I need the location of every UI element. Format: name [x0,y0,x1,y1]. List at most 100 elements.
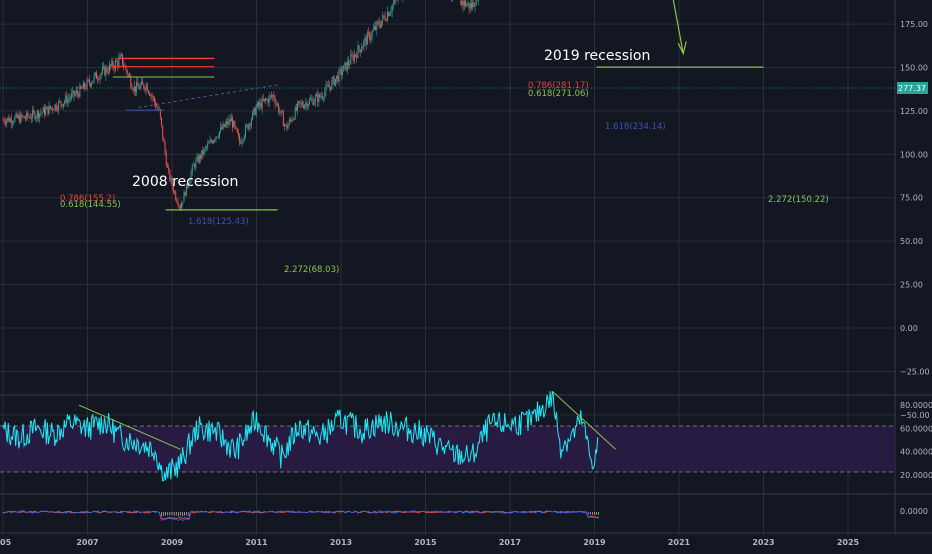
candle-body [66,95,68,104]
candle-body [461,1,463,6]
candle-body [13,121,15,123]
candle-body [20,114,22,123]
candle-body [7,117,9,121]
candle-body [40,112,42,114]
candle-body [73,90,75,96]
candle-body [14,116,16,122]
last-price-label: 277.37 [898,84,926,93]
projection-arrow [672,0,684,54]
candle-body [103,66,105,68]
candle-body [208,142,210,144]
candle-body [327,85,329,88]
candle-body [336,75,338,80]
candle-body [67,98,69,104]
candle-body [200,154,202,159]
candle-body [142,81,144,84]
candle-body [224,124,226,127]
candle-body [332,76,334,81]
candle-body [166,165,168,168]
candle-body [227,121,229,125]
candle-body [388,12,390,16]
candle-body [218,131,220,137]
candle-body [118,57,120,66]
candle-body [378,22,380,26]
candle-body [164,142,166,153]
candle-body [366,32,368,45]
candle-body [132,89,134,91]
candle-body [287,124,289,129]
candle-body [333,76,335,86]
candle-body [243,136,245,140]
candle-body [228,119,230,125]
candle-body [469,3,471,9]
candle-body [169,170,171,181]
rsi-line [2,391,599,482]
candle-body [365,37,367,45]
candle-body [310,99,312,101]
x-tick-label: 2015 [414,538,437,547]
candle-body [230,117,232,122]
candle-body [188,183,190,187]
candle-body [240,142,242,144]
rsi-trendline-2019 [551,390,616,450]
candle-body [45,109,47,115]
candle-body [112,61,114,68]
candle-body [139,85,141,90]
candle-body [116,60,118,62]
candle-body [301,102,303,106]
annotation-2008-recession: 2008 recession [132,174,238,190]
candle-body [266,99,268,101]
projection-arrow-head [677,41,687,56]
candle-body [189,180,191,184]
candle-body [155,102,157,108]
candle-body [214,139,216,141]
candle-body [108,64,110,73]
candle-body [97,78,99,80]
candle-body [305,102,307,105]
candle-body [258,102,260,106]
candle-body [137,82,139,87]
x-tick-label: 2025 [837,538,860,547]
price-candles [2,0,479,212]
fib-2008-1618-label: 1.618(125.43) [188,217,249,227]
candle-body [184,192,186,196]
candle-body [466,4,468,7]
candle-body [241,140,243,144]
candle-body [343,65,345,72]
candle-body [130,76,132,87]
candle-body [252,111,254,120]
candle-body [362,46,364,49]
candle-body [58,101,60,110]
candle-body [168,167,170,171]
candle-body [74,93,76,96]
x-tick-label: 2019 [583,538,606,547]
candle-body [312,98,314,105]
last-price-badge: 277.37 [897,82,928,94]
candle-body [43,107,45,115]
candle-body [308,99,310,105]
candle-body [391,5,393,12]
candle-body [202,150,204,155]
candle-body [460,0,462,6]
candle-body [363,40,365,47]
candle-body [278,104,280,113]
candle-body [349,64,351,65]
candle-body [3,119,5,123]
candle-body [211,141,213,143]
candle-body [121,54,123,65]
rsi-trendline-2008 [78,404,181,450]
candle-body [298,101,300,103]
candle-body [260,102,262,109]
candle-body [467,2,469,5]
candle-body [204,147,206,149]
last-price-badge-bg [897,82,928,94]
candle-body [88,79,90,84]
candle-body [11,122,13,124]
candle-body [79,85,81,97]
candle-body [52,107,54,110]
candle-body [340,69,342,76]
candle-body [293,118,295,120]
candle-body [242,139,244,141]
candle-body [259,102,261,106]
